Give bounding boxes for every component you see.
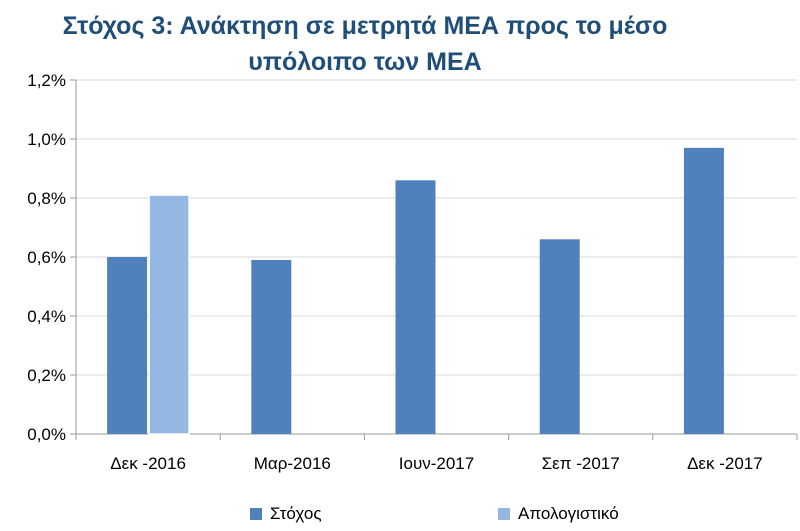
- bar-target-3: [539, 239, 580, 434]
- axes: [70, 79, 798, 440]
- y-tick-label-1: 0,2%: [27, 366, 66, 385]
- chart-title: Στόχος 3: Ανάκτηση σε μετρητά ΜΕΑ προς τ…: [0, 8, 730, 80]
- y-tick-label-0: 0,0%: [27, 425, 66, 444]
- y-tick-label-2: 0,4%: [27, 307, 66, 326]
- bar-target-2: [395, 180, 436, 434]
- x-tick-label-1: Μαρ-2016: [254, 454, 331, 473]
- chart-legend: Στόχος Απολογιστικό: [0, 504, 800, 528]
- legend-swatch-actual: [498, 508, 510, 520]
- tick-labels: 0,0% 0,2% 0,4% 0,6% 0,8% 1,0% 1,2% Δεκ -2016 Μαρ…: [27, 71, 762, 473]
- legend-label-actual: Απολογιστικό: [518, 504, 619, 523]
- bar-actual-0: [148, 194, 190, 435]
- bars: [107, 147, 724, 435]
- x-tick-label-4: Δεκ -2017: [687, 454, 763, 473]
- y-tick-label-3: 0,6%: [27, 248, 66, 267]
- legend-item-actual: Απολογιστικό: [498, 504, 619, 524]
- x-tick-label-0: Δεκ -2016: [110, 454, 186, 473]
- y-tick-label-5: 1,0%: [27, 130, 66, 149]
- x-tick-label-3: Σεπ -2017: [542, 454, 620, 473]
- legend-item-target: Στόχος: [250, 504, 322, 524]
- legend-label-target: Στόχος: [270, 504, 322, 523]
- chart-title-line-1: Στόχος 3: Ανάκτηση σε μετρητά ΜΕΑ προς τ…: [62, 12, 668, 40]
- bar-target-1: [251, 259, 292, 434]
- bar-target-0: [107, 257, 148, 434]
- gridlines: [76, 79, 797, 435]
- legend-swatch-target: [250, 508, 262, 520]
- x-tick-label-2: Ιουν-2017: [399, 454, 474, 473]
- y-tick-label-6: 1,2%: [27, 71, 66, 90]
- chart-title-line-2: υπόλοιπο των ΜΕΑ: [248, 48, 482, 76]
- bar-target-4: [683, 147, 724, 434]
- y-tick-label-4: 0,8%: [27, 189, 66, 208]
